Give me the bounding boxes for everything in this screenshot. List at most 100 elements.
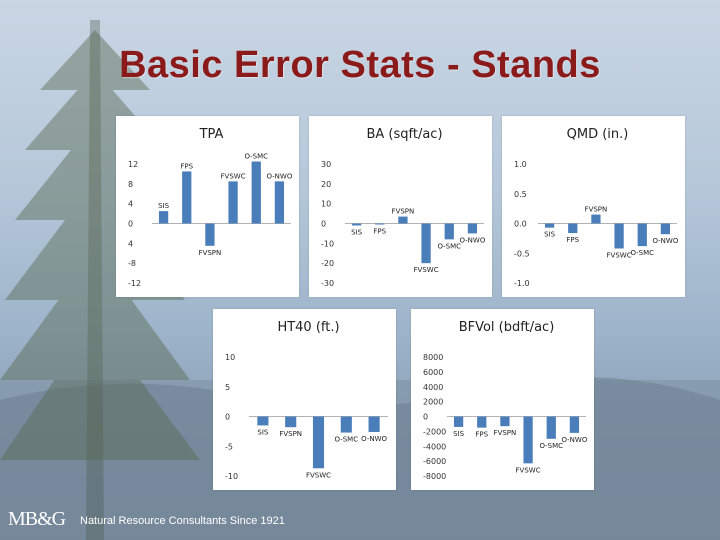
chart-ba-svg: BA (sqft/ac) 30 20 10 0 -10 -20 -30 SIS FPS FVSPN F… [321, 127, 486, 288]
chart-bfvol-svg: BFVol (bdft/ac) 8000 6000 4000 2000 0 -2000 -40… [423, 320, 588, 481]
bar-category-label: O-NWO [561, 436, 587, 444]
bar-category-label: FVSWC [306, 471, 331, 479]
bar-category-label: FVSWC [607, 251, 632, 259]
y-tick-label: -10 [225, 472, 238, 481]
bar-category-label: O-NWO [459, 236, 485, 244]
bar-category-label: O-NWO [361, 435, 387, 443]
bar-category-label: O-NWO [266, 172, 292, 180]
y-tick-label: 0 [423, 413, 428, 422]
bar-fvswc [614, 223, 624, 249]
company-logo: MB&G [8, 508, 66, 530]
bar-category-label: FVSWC [516, 466, 541, 474]
y-tick-label: 0 [225, 413, 230, 422]
y-tick-label: 10 [321, 200, 331, 209]
y-tick-label: -30 [321, 279, 334, 288]
y-tick-label: -10 [321, 239, 334, 248]
bar-o-smc [637, 223, 647, 247]
y-tick-label: 12 [128, 160, 138, 169]
bar-sis [351, 223, 362, 226]
bar-category-label: FPS [373, 227, 386, 235]
y-tick-label: -4000 [423, 442, 446, 451]
bar-fps [182, 171, 192, 224]
y-tick-label: -20 [321, 259, 334, 268]
bar-fps [477, 416, 487, 428]
bar-fvspn [205, 223, 215, 246]
bar-sis [453, 416, 464, 427]
bar-category-label: O-SMC [334, 436, 358, 444]
y-tick-label: -5 [225, 442, 233, 451]
bar-fvswc [421, 223, 431, 264]
chart-title: HT40 (ft.) [277, 320, 339, 335]
bar-sis [544, 223, 555, 228]
y-tick-label: 20 [321, 180, 331, 189]
bar-o-smc [444, 223, 454, 240]
y-tick-label: 4 [128, 239, 133, 248]
bar-o-nwo [467, 223, 478, 234]
bar-fvswc [312, 416, 325, 469]
y-tick-label: -6000 [423, 457, 446, 466]
bar-o-nwo [368, 416, 380, 432]
y-tick-label: 4 [128, 200, 133, 209]
y-tick-label: 4000 [423, 383, 443, 392]
chart-bfvol: BFVol (bdft/ac) 8000 6000 4000 2000 0 -2000 -40… [411, 309, 594, 490]
bar-category-label: FVSPN [199, 249, 222, 257]
y-tick-label: 0.5 [514, 190, 527, 199]
y-tick-label: 0 [321, 220, 326, 229]
y-tick-label: -2000 [423, 427, 446, 436]
chart-ba: BA (sqft/ac) 30 20 10 0 -10 -20 -30 SIS FPS FVSPN F… [309, 116, 492, 297]
bar-category-label: O-SMC [244, 153, 268, 161]
bar-fvspn [285, 416, 297, 428]
y-tick-label: 8000 [423, 353, 443, 362]
bar-category-label: FVSPN [279, 430, 302, 438]
bar-category-label: FVSPN [494, 429, 517, 437]
y-tick-label: 6000 [423, 368, 443, 377]
chart-tpa: TPA 12 8 4 0 4 -8 -12 SIS FPS FVSPN FVSWC O-SMC O-NWO [116, 116, 299, 297]
chart-ht40: HT40 (ft.) 10 5 0 -5 -10 SIS FVSPN FVSWC O-SMC O-N… [213, 309, 396, 490]
chart-title: TPA [199, 127, 224, 142]
bar-category-label: SIS [453, 430, 465, 438]
bar-fvswc [228, 181, 238, 224]
bar-o-smc [251, 161, 261, 224]
y-tick-label: 0 [128, 220, 133, 229]
y-tick-label: 30 [321, 160, 331, 169]
y-tick-label: -8000 [423, 472, 446, 481]
bar-category-label: FVSWC [414, 266, 439, 274]
y-tick-label: 5 [225, 383, 230, 392]
bar-category-label: O-NWO [652, 237, 678, 245]
y-tick-label: -12 [128, 279, 141, 288]
bar-category-label: FPS [475, 431, 488, 439]
chart-ht40-svg: HT40 (ft.) 10 5 0 -5 -10 SIS FVSPN FVSWC O-SMC O-N… [225, 320, 388, 481]
company-tagline: Natural Resource Consultants Since 1921 [80, 515, 285, 527]
bar-category-label: O-SMC [539, 442, 563, 450]
bar-category-label: O-SMC [437, 242, 461, 250]
bar-o-nwo [660, 223, 671, 235]
bar-o-smc [546, 416, 556, 439]
y-tick-label: 10 [225, 353, 235, 362]
bar-category-label: SIS [158, 202, 170, 210]
chart-tpa-svg: TPA 12 8 4 0 4 -8 -12 SIS FPS FVSPN FVSWC O-SMC O-NWO [128, 127, 293, 288]
bar-category-label: SIS [544, 231, 556, 239]
y-tick-label: 1.0 [514, 160, 527, 169]
y-tick-label: -8 [128, 259, 136, 268]
chart-qmd: QMD (in.) 1.0 0.5 0.0 -0.5 -1.0 SIS FPS FVSPN FVS… [502, 116, 685, 297]
y-tick-label: 0.0 [514, 220, 527, 229]
bar-category-label: FVSWC [221, 172, 246, 180]
bar-fvspn [398, 216, 408, 224]
bar-o-smc [340, 416, 352, 433]
bar-category-label: O-SMC [630, 249, 654, 257]
slide-title: Basic Error Stats - Stands [119, 44, 601, 86]
chart-title: BFVol (bdft/ac) [459, 320, 555, 335]
bar-category-label: SIS [257, 428, 269, 436]
y-tick-label: -1.0 [514, 279, 530, 288]
y-tick-label: 2000 [423, 398, 443, 407]
bar-category-label: SIS [351, 228, 363, 236]
bar-fvspn [500, 416, 510, 427]
bar-category-label: FPS [566, 236, 579, 244]
bar-sis [257, 416, 269, 426]
bar-category-label: FVSPN [585, 206, 608, 214]
chart-qmd-svg: QMD (in.) 1.0 0.5 0.0 -0.5 -1.0 SIS FPS FVSPN FVS… [514, 127, 679, 288]
y-tick-label: -0.5 [514, 249, 530, 258]
bar-category-label: FVSPN [392, 208, 415, 216]
bar-fps [375, 223, 385, 225]
bar-fvspn [591, 214, 601, 224]
